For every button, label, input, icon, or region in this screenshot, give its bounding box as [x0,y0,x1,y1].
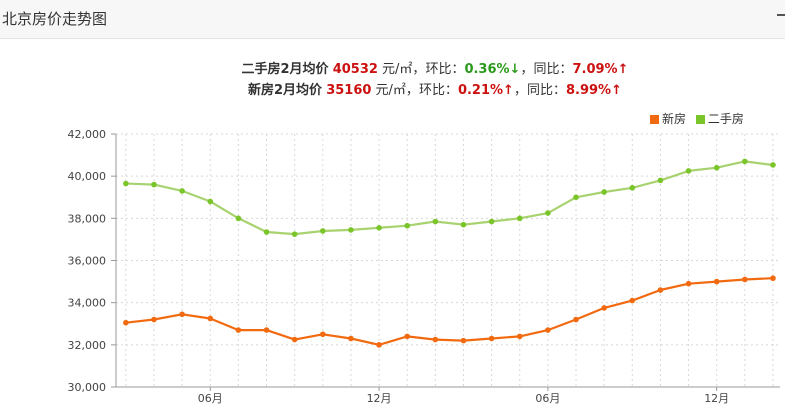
data-point-second-hand [319,228,326,234]
second-hand-price: 40532 [332,62,378,77]
data-point-second-hand [263,229,270,235]
data-point-new-house [685,280,692,287]
data-point-new-house [151,316,157,323]
collapse-icon[interactable] [777,14,785,16]
data-point-second-hand [685,168,692,174]
chart-header: 北京房价走势图 [0,0,785,39]
x-tick-label: 12月 [367,392,392,405]
data-point-new-house [123,319,129,326]
data-point-new-house [432,336,439,343]
data-point-second-hand [291,231,298,237]
legend-item-new-house[interactable]: 新房 [650,110,686,127]
y-tick-label: 38,000 [68,212,107,225]
data-point-new-house [235,327,242,333]
y-tick-label: 36,000 [68,255,107,268]
data-point-new-house [629,297,636,304]
data-point-new-house [319,331,326,338]
data-point-new-house [348,335,354,342]
data-point-new-house [742,276,748,283]
data-point-second-hand [713,164,720,171]
second-hand-mom-value: 0.36%↓ [464,62,521,77]
data-point-second-hand [601,189,607,195]
data-point-second-hand [488,218,495,225]
data-point-second-hand [207,198,214,205]
new-house-label: 新房2月均价 [248,83,323,98]
data-point-second-hand [545,210,551,216]
x-tick-label: 06月 [535,392,560,405]
legend-swatch-new-house [650,115,659,124]
new-house-mom-label: 环比： [418,83,458,98]
data-point-new-house [770,275,776,282]
data-point-second-hand [573,194,579,201]
second-hand-mom-label: 环比： [425,62,465,77]
data-point-second-hand [404,222,411,229]
data-point-new-house [713,278,720,285]
new-house-summary: 新房2月均价 35160 元/㎡，环比：0.21%↑，同比：8.99%↑ [0,79,785,98]
data-point-new-house [516,333,523,340]
data-point-new-house [291,336,298,343]
y-tick-label: 30,000 [68,381,107,394]
data-point-second-hand [742,158,748,165]
legend-item-second-hand[interactable]: 二手房 [695,110,744,127]
y-tick-label: 34,000 [68,297,107,310]
data-point-second-hand [460,221,467,228]
data-point-second-hand [235,215,242,222]
new-house-unit: 元/㎡， [371,83,419,98]
page-title: 北京房价走势图 [2,10,108,28]
data-point-new-house [545,327,551,333]
data-point-second-hand [629,184,636,191]
data-point-second-hand [516,215,523,222]
data-point-second-hand [376,225,382,231]
new-house-price: 35160 [326,83,372,98]
data-point-second-hand [432,218,439,225]
series-line-new-house [125,277,774,346]
new-house-yoy-label: 同比： [526,83,566,98]
x-tick-label: 12月 [704,392,729,405]
data-point-new-house [179,311,185,318]
second-hand-unit: 元/㎡， [377,62,426,77]
data-point-new-house [573,316,579,323]
data-point-new-house [404,333,411,340]
legend-label-second-hand: 二手房 [707,112,744,126]
data-point-second-hand [770,162,776,168]
chart-legend: 新房 二手房 [650,110,750,126]
data-point-second-hand [151,181,157,188]
data-point-new-house [488,335,495,342]
data-point-new-house [376,342,382,348]
second-hand-label: 二手房2月均价 [241,62,329,77]
y-tick-label: 40,000 [68,170,107,183]
series-line-second-hand [125,160,774,236]
data-point-second-hand [123,180,129,187]
data-point-new-house [601,305,607,311]
data-point-second-hand [179,188,185,194]
y-tick-label: 32,000 [68,339,107,352]
new-house-mom-value: 0.21%↑ [457,83,514,98]
data-point-second-hand [348,227,354,233]
second-hand-yoy-label: 同比： [533,62,573,77]
data-point-new-house [263,327,270,333]
data-point-second-hand [657,177,664,184]
second-hand-summary: 二手房2月均价 40532 元/㎡，环比：0.36%↓，同比：7.09%↑ [0,58,785,77]
y-tick-label: 42,000 [68,128,107,141]
data-point-new-house [460,337,467,344]
second-hand-sep: ， [520,62,534,77]
second-hand-yoy-value: 7.09%↑ [572,62,629,77]
x-tick-label: 06月 [198,392,223,405]
data-point-new-house [207,315,214,322]
data-point-new-house [657,287,664,293]
legend-label-new-house: 新房 [662,112,687,126]
new-house-yoy-value: 8.99%↑ [565,83,622,98]
new-house-sep: ， [513,83,527,98]
legend-swatch-second-hand [695,115,705,124]
